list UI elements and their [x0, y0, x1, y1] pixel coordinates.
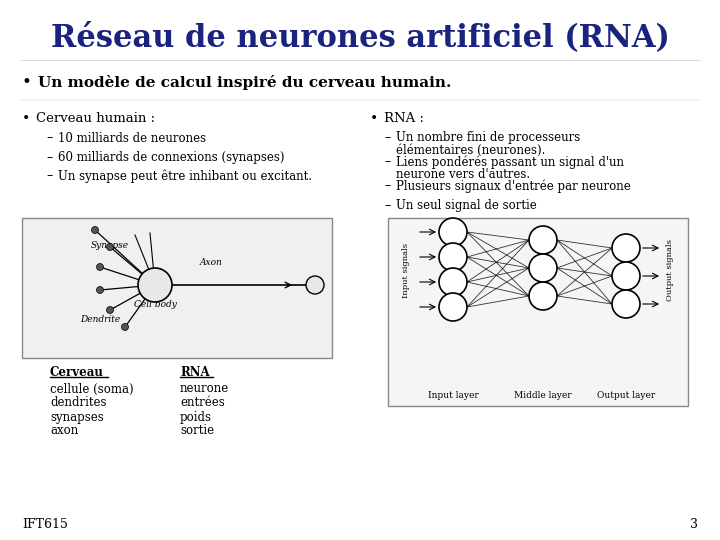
- FancyBboxPatch shape: [388, 218, 688, 406]
- Text: –: –: [384, 156, 390, 168]
- Text: synapses: synapses: [50, 410, 104, 423]
- Text: 3: 3: [690, 518, 698, 531]
- Circle shape: [96, 287, 104, 294]
- Text: neurone vers d'autres.: neurone vers d'autres.: [396, 167, 530, 180]
- Text: 60 milliards de connexions (synapses): 60 milliards de connexions (synapses): [58, 152, 284, 165]
- Text: IFT615: IFT615: [22, 518, 68, 531]
- Circle shape: [439, 218, 467, 246]
- Text: Dendrite: Dendrite: [80, 315, 120, 324]
- Circle shape: [612, 262, 640, 290]
- Text: Un seul signal de sortie: Un seul signal de sortie: [396, 199, 536, 213]
- Text: Cerveau: Cerveau: [50, 367, 104, 380]
- Text: •: •: [22, 111, 30, 125]
- Text: Cell body: Cell body: [134, 300, 176, 309]
- Text: –: –: [384, 199, 390, 213]
- Text: Réseau de neurones artificiel (RNA): Réseau de neurones artificiel (RNA): [50, 23, 670, 53]
- Circle shape: [529, 282, 557, 310]
- Text: neurone: neurone: [180, 382, 229, 395]
- Circle shape: [107, 307, 114, 314]
- Text: Un modèle de calcul inspiré du cerveau humain.: Un modèle de calcul inspiré du cerveau h…: [38, 75, 451, 90]
- Circle shape: [439, 243, 467, 271]
- Text: Synapse: Synapse: [91, 241, 129, 250]
- Text: cellule (soma): cellule (soma): [50, 382, 134, 395]
- Text: Plusieurs signaux d'entrée par neurone: Plusieurs signaux d'entrée par neurone: [396, 179, 631, 193]
- Circle shape: [529, 226, 557, 254]
- Text: Middle layer: Middle layer: [514, 392, 572, 401]
- Text: sortie: sortie: [180, 424, 214, 437]
- Circle shape: [439, 293, 467, 321]
- Text: Un synapse peut être inhibant ou excitant.: Un synapse peut être inhibant ou excitan…: [58, 169, 312, 183]
- Text: –: –: [384, 179, 390, 192]
- Text: Un nombre fini de processeurs: Un nombre fini de processeurs: [396, 132, 580, 145]
- Text: élémentaires (neurones).: élémentaires (neurones).: [396, 144, 545, 157]
- Text: Input signals: Input signals: [402, 242, 410, 298]
- Text: –: –: [46, 152, 53, 165]
- Text: •: •: [22, 73, 32, 91]
- Circle shape: [612, 234, 640, 262]
- Text: Output signals: Output signals: [666, 239, 674, 301]
- Circle shape: [91, 226, 99, 233]
- Circle shape: [122, 323, 128, 330]
- Text: poids: poids: [180, 410, 212, 423]
- Text: entrées: entrées: [180, 396, 225, 409]
- Circle shape: [612, 290, 640, 318]
- Circle shape: [96, 264, 104, 271]
- Circle shape: [439, 268, 467, 296]
- Text: axon: axon: [50, 424, 78, 437]
- Text: Axon: Axon: [200, 258, 222, 267]
- Text: Output layer: Output layer: [597, 392, 655, 401]
- Circle shape: [107, 244, 114, 251]
- Text: •: •: [370, 111, 378, 125]
- Text: –: –: [46, 132, 53, 145]
- Circle shape: [138, 268, 172, 302]
- Text: dendrites: dendrites: [50, 396, 107, 409]
- FancyBboxPatch shape: [22, 218, 332, 358]
- Text: –: –: [384, 132, 390, 145]
- Circle shape: [529, 254, 557, 282]
- Text: 10 milliards de neurones: 10 milliards de neurones: [58, 132, 206, 145]
- Text: RNA: RNA: [180, 367, 210, 380]
- Text: Cerveau humain :: Cerveau humain :: [36, 111, 155, 125]
- Text: –: –: [46, 170, 53, 183]
- Text: RNA :: RNA :: [384, 111, 424, 125]
- Text: Input layer: Input layer: [428, 392, 478, 401]
- Text: Liens pondérés passant un signal d'un: Liens pondérés passant un signal d'un: [396, 156, 624, 168]
- Circle shape: [306, 276, 324, 294]
